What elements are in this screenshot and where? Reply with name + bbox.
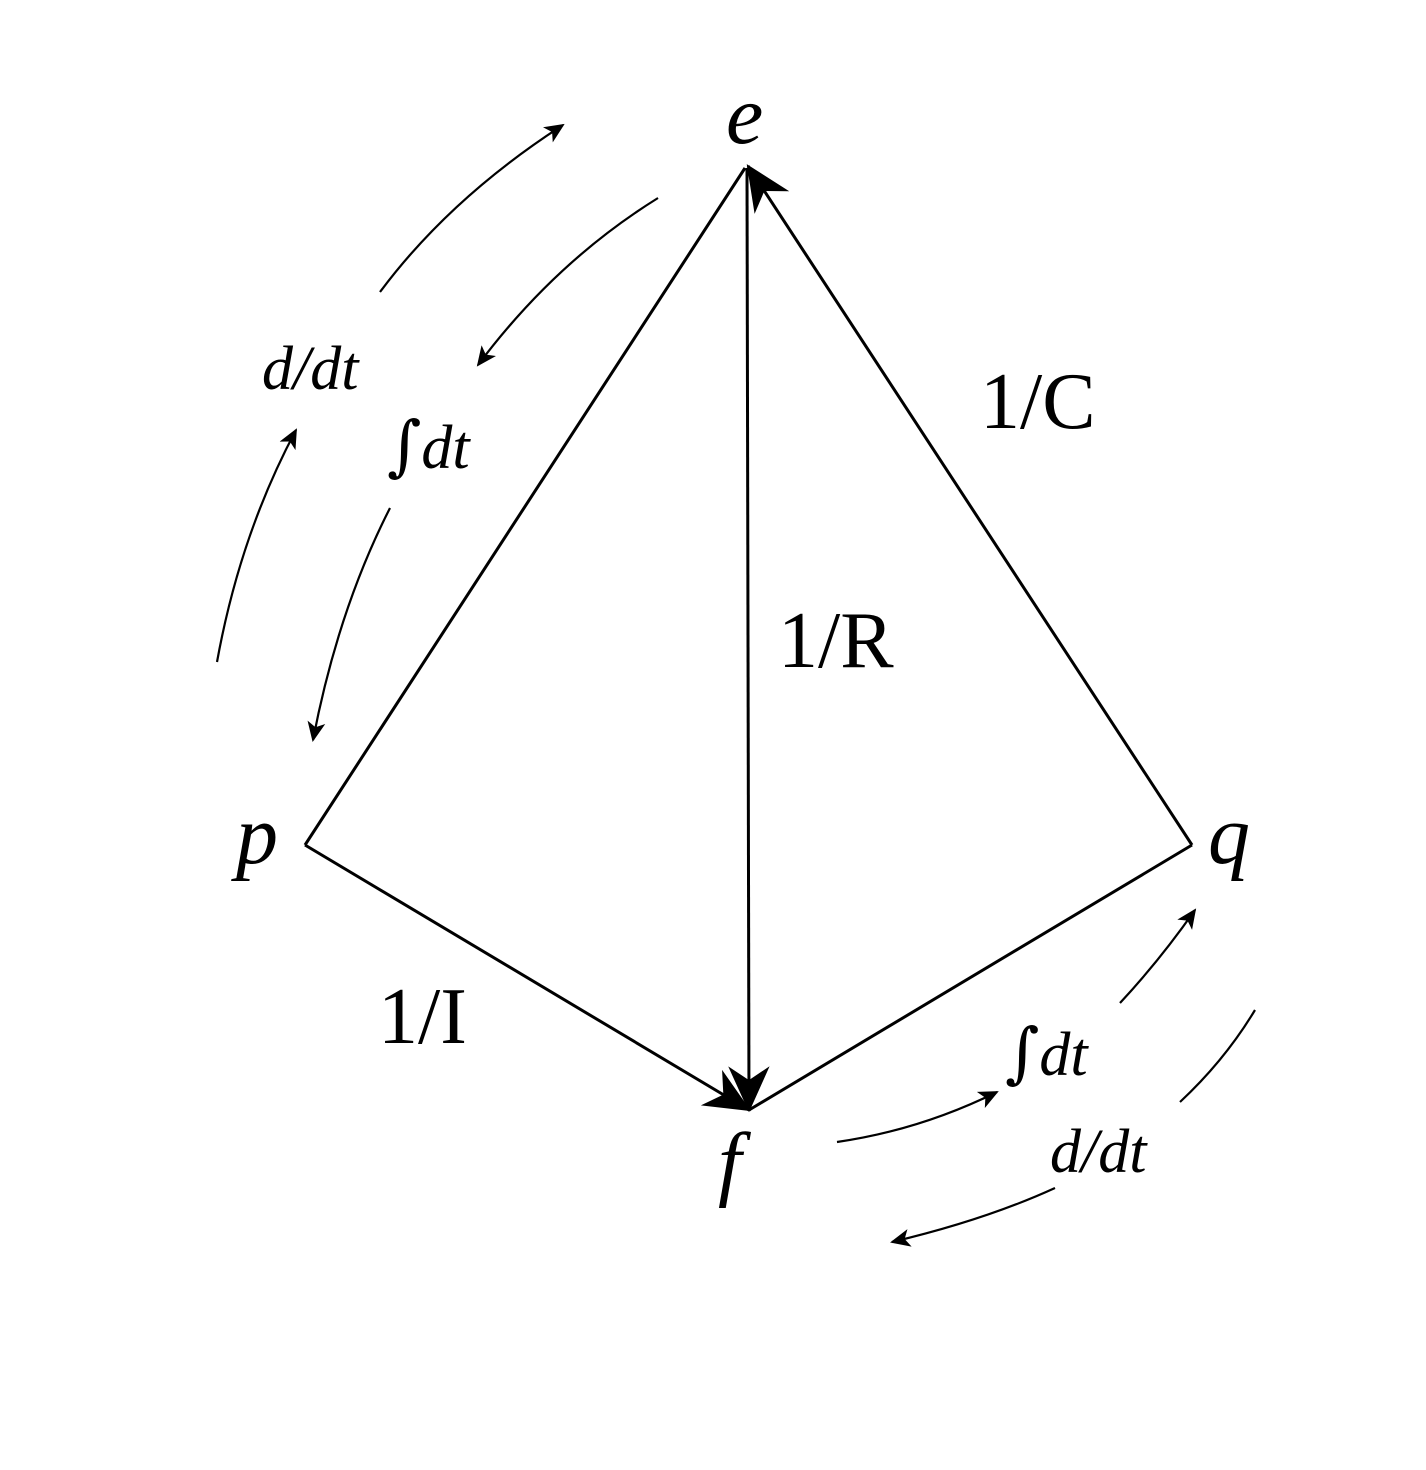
node-f-label: f xyxy=(718,1116,752,1209)
edge-p-e xyxy=(303,167,747,846)
integral-var-left: dt xyxy=(421,414,471,482)
op-label-derivative-left: d/dt xyxy=(262,335,360,403)
integral-var-right: dt xyxy=(1039,1021,1089,1089)
op-label-integral-left: ∫dt xyxy=(387,407,471,484)
curve-arrow-d-dt-lower xyxy=(215,428,297,663)
curve-arrow-d-dt-q xyxy=(1179,1009,1256,1103)
node-p-label: p xyxy=(231,789,278,882)
edge-q-f xyxy=(748,843,1193,1112)
curve-arrow-d-dt-upper xyxy=(379,123,565,293)
curve-arrow-int-dt-q xyxy=(1119,908,1197,1004)
edge-label-inductance: 1/I xyxy=(378,973,467,1061)
integral-symbol-right: ∫ xyxy=(1005,1014,1039,1091)
edge-p-f-arrow xyxy=(304,843,751,1112)
edge-label-capacitance: 1/C xyxy=(980,358,1096,446)
curve-arrow-d-dt-f xyxy=(890,1186,1056,1247)
edge-q-e-arrow xyxy=(746,164,1194,846)
op-label-integral-right: ∫dt xyxy=(1005,1014,1089,1091)
integral-symbol-left: ∫ xyxy=(387,407,421,484)
edge-label-resistance: 1/R xyxy=(778,597,894,685)
node-e-label: e xyxy=(726,69,763,162)
curve-arrow-int-dt-f xyxy=(836,1091,999,1144)
curve-arrow-int-dt-upper xyxy=(476,197,659,367)
node-q-label: q xyxy=(1208,789,1250,882)
op-label-derivative-right: d/dt xyxy=(1050,1118,1148,1186)
curve-arrow-int-dt-lower xyxy=(307,507,391,742)
edge-e-f-arrow xyxy=(728,167,770,1113)
